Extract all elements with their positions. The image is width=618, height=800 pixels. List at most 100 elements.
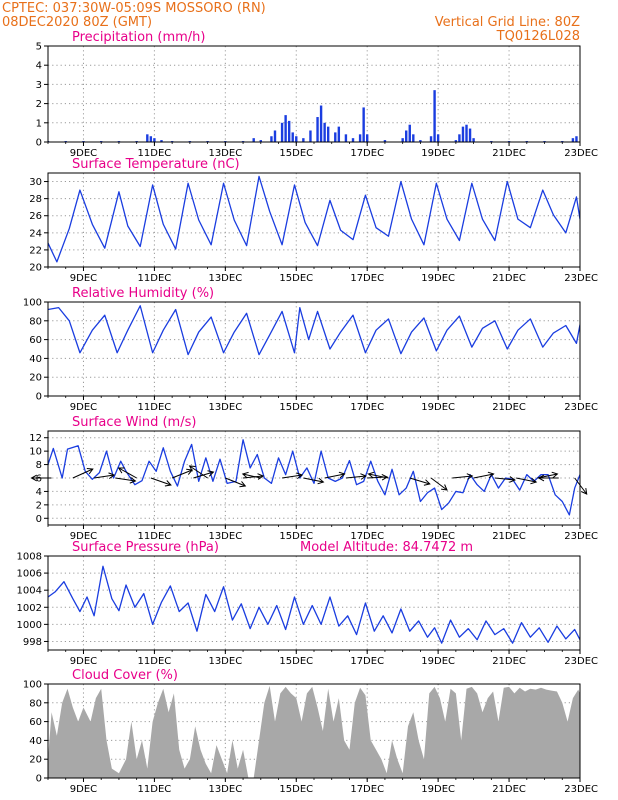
- wind-vector-shaft: [171, 469, 193, 479]
- wind-line: [48, 439, 580, 516]
- wind-vector-shaft: [118, 467, 137, 479]
- temp-line: [48, 175, 580, 263]
- wind-vector-head: [86, 468, 94, 475]
- pressure-xtick-label: 9DEC: [70, 656, 97, 667]
- wind-vector-shaft: [494, 477, 515, 481]
- pressure-xtick-label: 21DEC: [492, 656, 526, 667]
- wind-vector-shaft: [516, 477, 537, 483]
- precip-bar: [468, 128, 472, 142]
- precip-bar: [383, 140, 387, 142]
- wind-xtick-label: 15DEC: [279, 531, 313, 542]
- temp-xtick-label: 17DEC: [350, 273, 384, 284]
- cloud-frame: [47, 683, 581, 779]
- precip-xtick-label: 13DEC: [208, 148, 242, 159]
- temp-frame: [47, 172, 581, 268]
- wind-vector-head: [580, 488, 588, 495]
- wind-vector-head: [441, 484, 448, 491]
- precip-ytick-label: 0: [36, 138, 42, 149]
- precip-bar: [273, 130, 277, 142]
- precip-bar: [146, 134, 149, 142]
- cloud-xtick-label: 11DEC: [138, 784, 172, 795]
- precip-xtick-label: 23DEC: [564, 148, 598, 159]
- humidity-xtick-label: 9DEC: [70, 402, 97, 413]
- wind-vector-head: [188, 465, 196, 472]
- wind-vector-head: [164, 480, 172, 487]
- temp-ytick-label: 24: [29, 228, 42, 239]
- precip-ytick-label: 2: [36, 99, 42, 110]
- pressure-ytick-label: 1000: [17, 620, 42, 631]
- precip-xtick-label: 21DEC: [492, 148, 526, 159]
- precip-bar: [405, 130, 408, 142]
- wind-vector-shaft: [282, 474, 303, 479]
- humidity-ytick-label: 100: [23, 298, 42, 309]
- cloud-ytick-label: 40: [29, 736, 42, 747]
- precip-bar: [153, 138, 156, 142]
- temp-ytick-label: 28: [29, 194, 42, 205]
- header-date: 08DEC2020 80Z (GMT): [2, 15, 152, 30]
- humidity-xtick-label: 17DEC: [350, 402, 384, 413]
- cloud-xtick-label: 13DEC: [208, 784, 242, 795]
- humidity-xtick-label: 23DEC: [564, 402, 598, 413]
- wind-vector-head: [537, 474, 545, 482]
- cloud-ytick-label: 0: [36, 774, 42, 785]
- panel-temp: Surface Temperature (nC) 20 22 24 26 28 30 9DEC…: [29, 157, 598, 284]
- cloud-title: Cloud Cover (%): [72, 668, 178, 683]
- cloud-xtick-label: 23DEC: [564, 784, 598, 795]
- precip-xtick-label: 15DEC: [279, 148, 313, 159]
- temp-ytick-label: 26: [29, 211, 42, 222]
- pressure-xtick-label: 13DEC: [208, 656, 242, 667]
- wind-ytick-label: 10: [29, 447, 42, 458]
- wind-vector-head: [509, 476, 516, 483]
- cloud-xtick-label: 19DEC: [421, 784, 455, 795]
- wind-vector-head: [296, 472, 304, 479]
- precip-bar: [316, 117, 319, 142]
- wind-vector-head: [241, 471, 249, 479]
- wind-ytick-label: 8: [36, 460, 42, 471]
- wind-xtick-label: 19DEC: [421, 531, 455, 542]
- temp-xtick-label: 21DEC: [492, 273, 526, 284]
- humidity-ytick-label: 0: [36, 392, 42, 403]
- temp-xtick-label: 13DEC: [208, 273, 242, 284]
- cloud-xtick-label: 15DEC: [279, 784, 313, 795]
- precip-bar: [259, 140, 262, 142]
- wind-vector-head: [338, 471, 346, 479]
- pressure-xtick-label: 17DEC: [350, 656, 384, 667]
- precip-xtick-label: 19DEC: [421, 148, 455, 159]
- temp-xtick-label: 15DEC: [279, 273, 313, 284]
- precip-ytick-label: 1: [36, 118, 42, 129]
- wind-ytick-label: 0: [36, 514, 42, 525]
- precip-bar: [302, 138, 305, 142]
- precip-xtick-label: 17DEC: [350, 148, 384, 159]
- humidity-title: Relative Humidity (%): [72, 286, 214, 301]
- precip-bar: [160, 140, 163, 142]
- header-model: TQ0126L028: [496, 29, 580, 44]
- wind-vector-shaft: [189, 465, 208, 479]
- pressure-frame: [47, 555, 581, 651]
- wind-vector-shaft: [72, 468, 94, 479]
- precip-title: Precipitation (mm/h): [72, 30, 205, 45]
- pressure-xtick-label: 19DEC: [421, 656, 455, 667]
- precip-bar: [149, 136, 153, 142]
- pressure-ytick-label: 1004: [17, 586, 42, 597]
- pressure-xtick-label: 11DEC: [138, 656, 172, 667]
- wind-vector-shaft: [430, 477, 448, 491]
- wind-vector-shaft: [225, 477, 246, 487]
- panel-wind: Surface Wind (m/s) 0 2 4 6 8 10 12 9DEC 11DEC 13DE…: [29, 415, 598, 542]
- wind-vector-head: [381, 473, 389, 481]
- precip-bar: [575, 136, 578, 142]
- temp-ytick-label: 30: [29, 177, 42, 188]
- pressure-ytick-label: 998: [23, 637, 42, 648]
- humidity-xtick-label: 11DEC: [138, 402, 172, 413]
- precip-bar: [358, 134, 362, 142]
- wind-vector-shaft: [473, 473, 494, 479]
- precip-bar: [337, 126, 341, 142]
- precip-bar: [252, 138, 255, 142]
- humidity-ytick-label: 80: [29, 316, 42, 327]
- wind-vector-head: [367, 471, 375, 479]
- humidity-xtick-label: 15DEC: [279, 402, 313, 413]
- precip-bar: [362, 107, 365, 142]
- precip-xtick-label: 11DEC: [138, 148, 172, 159]
- temp-xtick-label: 11DEC: [138, 273, 172, 284]
- wind-vector-shaft: [324, 473, 345, 479]
